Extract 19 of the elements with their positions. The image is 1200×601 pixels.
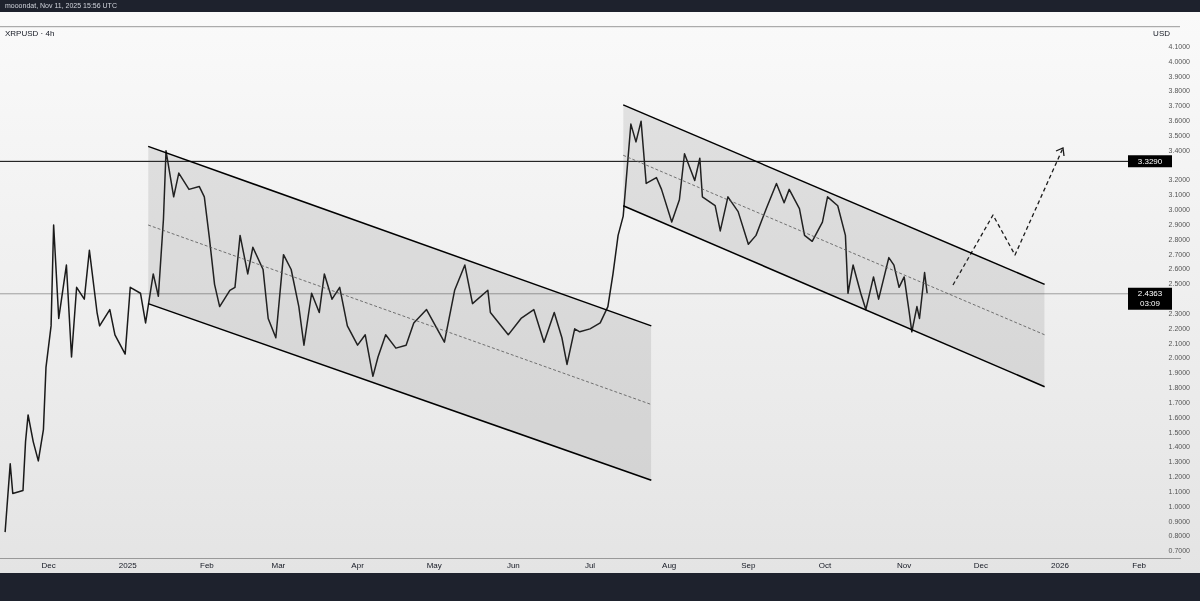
x-tick-label: Oct — [818, 560, 832, 570]
x-tick-label: Jul — [584, 560, 596, 570]
ref-line-label: 3.3290 — [1137, 156, 1163, 166]
x-tick-label: Sep — [741, 560, 757, 570]
y-axis-title: USD — [1153, 29, 1171, 39]
x-tick-label: Jun — [506, 560, 520, 570]
x-tick-label: Feb — [199, 560, 215, 570]
ref-line-label: 2.4363 03:09 — [1137, 288, 1163, 308]
x-tick-label: 2025 — [118, 560, 138, 570]
x-tick-label: Feb — [1132, 560, 1147, 570]
x-tick-label: Apr — [351, 560, 365, 570]
chart-title: XRPUSD · 4h — [5, 29, 55, 39]
x-tick-label: Mar — [271, 560, 286, 570]
x-tick-label: Aug — [662, 560, 677, 570]
x-tick-label: Nov — [897, 560, 912, 570]
x-tick-label: May — [426, 560, 442, 570]
x-tick-label: Dec — [41, 560, 56, 570]
x-tick-label: 2026 — [1051, 560, 1070, 570]
x-tick-label: Dec — [973, 560, 988, 570]
